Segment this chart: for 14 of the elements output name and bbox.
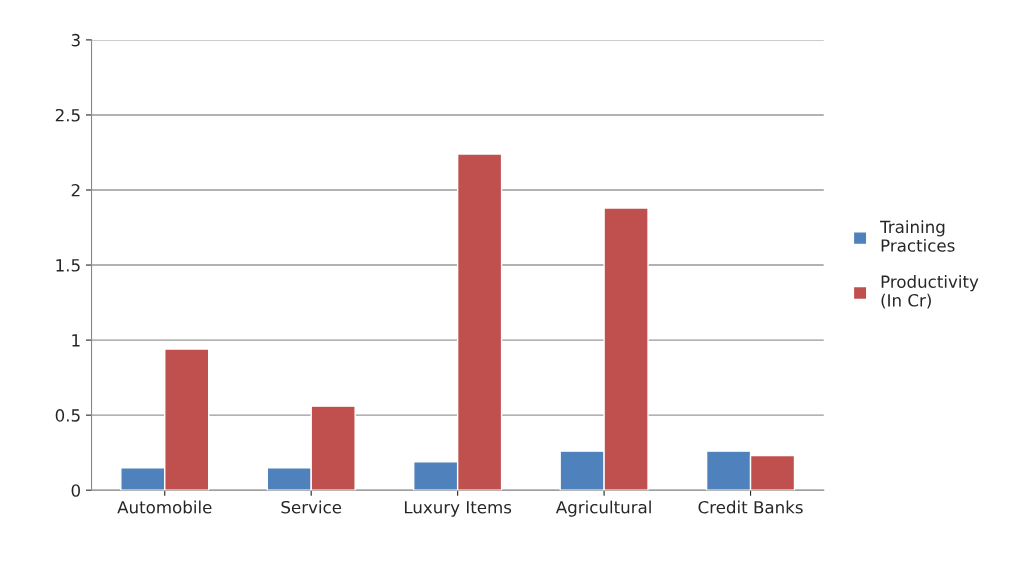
x-tick-label: Service [281, 500, 342, 514]
y-tick-label: 1.5 [56, 259, 80, 272]
x-tick-label: Agricultural [555, 500, 651, 517]
x-tick-label: Credit Banks [698, 500, 803, 514]
x-tick-label: Luxury Items [404, 501, 512, 517]
y-tick-label: 3 [71, 33, 80, 47]
legend-label: Productivity (In Cr) [881, 275, 979, 309]
x-tick-label: Automobile [117, 500, 212, 514]
y-tick-label: 2.5 [55, 108, 80, 122]
y-tick-label: 0.5 [55, 409, 80, 422]
legend-label: Training Practices [880, 220, 955, 252]
y-tick-label: 0 [71, 484, 81, 497]
y-tick-label: 1 [72, 334, 80, 347]
y-tick-label: 2 [71, 183, 80, 197]
